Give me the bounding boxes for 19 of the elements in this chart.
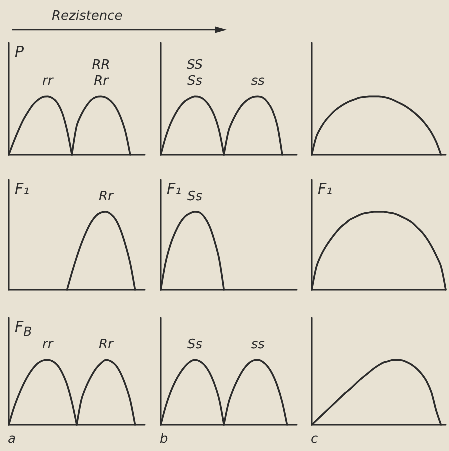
chart-title: F₁ — [167, 180, 182, 198]
text: Rezistence — [52, 9, 123, 24]
series-label: ss — [251, 74, 266, 90]
series-label: ss — [251, 338, 266, 353]
chart-title: F₁ — [15, 180, 30, 198]
chart-title: P — [15, 43, 24, 61]
series-label: Ss — [187, 338, 203, 353]
text: a — [8, 432, 16, 447]
text: c — [311, 432, 318, 447]
chart-title: F$_{B}$ — [15, 318, 32, 339]
text: b — [160, 432, 168, 447]
series-label: rr — [42, 74, 55, 90]
series-label: Ss — [187, 189, 203, 204]
series-label: rr — [42, 338, 55, 353]
series-label: RR Rr — [92, 58, 110, 90]
chart-title: F₁ — [318, 180, 333, 198]
series-label: Rr — [98, 338, 115, 353]
series-label: SS Ss — [186, 58, 204, 90]
series-label: Rr — [98, 189, 115, 204]
